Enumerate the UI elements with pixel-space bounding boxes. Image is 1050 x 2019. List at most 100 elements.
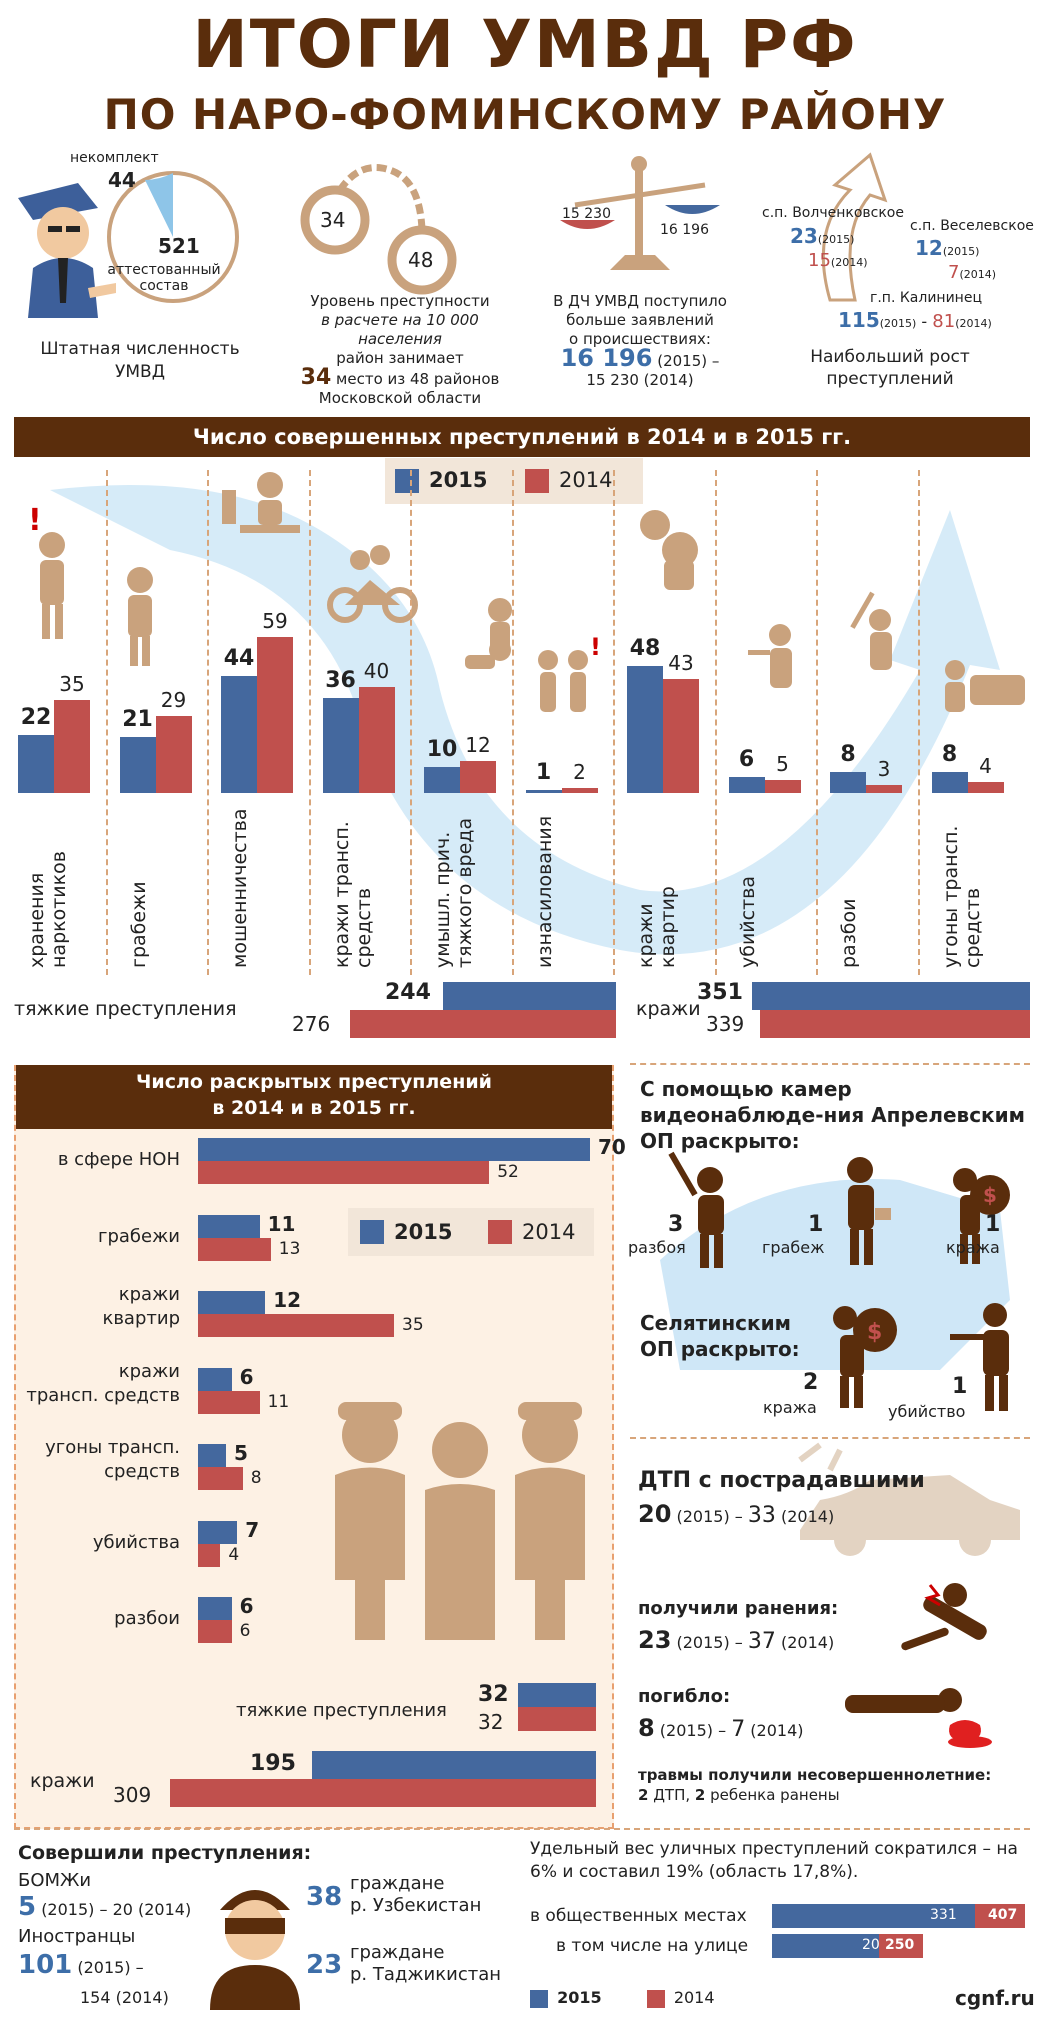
reports-2014-value: 15 230 (2014)	[586, 371, 694, 389]
bar-2014-value: 12	[465, 733, 491, 758]
growth-p3-name: г.п. Калининец	[870, 290, 982, 306]
growth-p1: 23(2015)	[790, 224, 854, 248]
injured-y2015: (2015) –	[676, 1633, 743, 1652]
street-row1-2014-bar	[975, 1904, 1025, 1928]
growth-p3-y2014: (2014)	[955, 317, 992, 330]
tj-label: граждане р. Таджикистан	[350, 1942, 501, 1986]
foreign-values: 101 (2015) –	[18, 1950, 144, 1980]
solved-category-label: разбои	[20, 1607, 180, 1631]
selyat-title: Селятинским ОП раскрыто:	[640, 1311, 800, 1361]
bar-2014-value: 29	[160, 688, 187, 713]
growth-p2-name: с.п. Веселевское	[910, 218, 1034, 234]
cuff-value-b: 48	[408, 248, 434, 272]
theft-2014-bar	[760, 1010, 1030, 1038]
dead-title: погибло:	[638, 1686, 731, 1707]
solved-2015-value: 6	[239, 1594, 254, 1618]
column-divider	[714, 470, 717, 975]
dtp-y2014: (2014)	[780, 1507, 835, 1526]
reports-2015-year: (2015) –	[657, 352, 720, 370]
street-row1-2014: 407	[988, 1907, 1018, 1923]
heavy-2014-value: 276	[292, 1012, 331, 1036]
bar-2015	[322, 697, 359, 793]
reports-line1: В ДЧ УМВД поступило	[553, 292, 727, 310]
reports-text: В ДЧ УМВД поступило больше заявлений о п…	[540, 292, 740, 390]
solved-bar-2014	[198, 1161, 490, 1184]
solved-2014-value: 52	[497, 1162, 519, 1182]
dead-y2015: (2015) –	[659, 1721, 727, 1740]
bar-2014	[866, 785, 902, 793]
camera-figures: $	[668, 1151, 1010, 1268]
crime-level-line2: в расчете на 10 000 населения	[321, 311, 479, 348]
bar-2014-value: 4	[979, 754, 992, 779]
fraud-figure-icon	[222, 472, 300, 533]
reports-right: 16 196	[660, 222, 709, 238]
tj-line1: граждане	[350, 1942, 445, 1963]
category-label: умышл. прич. тяжкого вреда	[432, 818, 476, 968]
camera-b-label: грабеж	[762, 1238, 825, 1257]
dtp-2015: 20	[638, 1500, 672, 1528]
solved-bar-2015	[198, 1138, 590, 1161]
bar-2015	[424, 766, 460, 793]
solved-theft-2014-bar	[170, 1779, 596, 1807]
solved-bar-2015	[198, 1520, 238, 1544]
category-label-line: разбои	[838, 898, 860, 969]
solved-2015-value: 70	[598, 1135, 626, 1159]
growth-arrow-icon	[821, 152, 888, 302]
heavy-2015-value: 244	[385, 980, 431, 1005]
masked-criminal-icon	[210, 1890, 300, 2010]
solved-category-label-line: грабежи	[97, 1225, 180, 1247]
foreign-rest: 154 (2014)	[80, 1988, 169, 2007]
bar-2015	[18, 734, 54, 793]
minors-child-text: ребенка ранены	[705, 1786, 840, 1804]
solved-category-label-line: угоны трансп.	[45, 1437, 180, 1458]
solved-2015-value: 12	[273, 1288, 302, 1312]
growth-p3-y2015: (2015)	[879, 317, 917, 330]
homeless-rest: (2015) – 20 (2014)	[41, 1900, 192, 1919]
legend-2014-swatch	[525, 469, 549, 493]
category-label-line: угоны трансп.	[939, 825, 962, 968]
bar-2015	[627, 665, 663, 793]
camera-c-num: 1	[985, 1212, 1001, 1237]
dtp-values: 20 (2015) – 33 (2014)	[638, 1500, 834, 1528]
bar-2014-value: 35	[59, 672, 85, 697]
tj-line2: р. Таджикистан	[350, 1964, 502, 1985]
drugs-figure-icon	[39, 532, 65, 639]
solved-theft-2015-bar	[312, 1751, 596, 1779]
solved-category-label-line: средств	[104, 1461, 180, 1482]
vacancy-slice	[145, 173, 173, 237]
bar-2015	[221, 676, 257, 793]
bar-2015-value: 48	[629, 635, 661, 661]
street-row1-label: в общественных местах	[530, 1906, 747, 1926]
solved-bar-2014	[198, 1467, 243, 1490]
solved-bar-2014	[198, 1390, 260, 1414]
solved-heavy-2015-value: 32	[478, 1682, 509, 1707]
solved-bar-2015	[198, 1367, 232, 1391]
vacancy-label: некомплект	[70, 150, 159, 166]
divider	[630, 1437, 1030, 1439]
bar-2014	[155, 716, 192, 793]
solved-category-label: кражи трансп. средств	[20, 1360, 180, 1408]
street-row1-2015: 331	[930, 1907, 957, 1923]
street-text: Удельный вес уличных преступлений сократ…	[530, 1839, 1018, 1882]
camera-c-label: кража	[946, 1238, 1000, 1257]
category-label-line: средств	[961, 887, 984, 968]
bar-2015-value: 8	[941, 741, 958, 767]
crime-level-rank: 34	[300, 365, 332, 390]
street-legend-2015-swatch	[530, 1989, 548, 2008]
crime-figures: ! !	[28, 472, 1025, 712]
handcuffs-icon	[300, 164, 457, 295]
growth-p3-2015: 115	[838, 308, 880, 332]
growth-p2-y2015: (2015)	[942, 245, 980, 258]
street-row2-2014-bar	[879, 1934, 923, 1958]
solved-category-label: грабежи	[20, 1225, 180, 1249]
certified-label: аттестованный состав	[107, 262, 221, 294]
solved-panel	[14, 1065, 614, 1829]
police-officer-icon	[18, 183, 116, 318]
growth-p2-2015: 12	[915, 236, 943, 260]
homeless-2015: 5	[18, 1892, 37, 1922]
bar-2014	[257, 636, 293, 793]
category-label-line: убийства	[736, 875, 759, 968]
minors-dtp-text: ДТП,	[648, 1786, 695, 1804]
growth-p1-y2015: (2015)	[817, 233, 855, 246]
solved-heavy-2014-value: 32	[478, 1710, 504, 1734]
